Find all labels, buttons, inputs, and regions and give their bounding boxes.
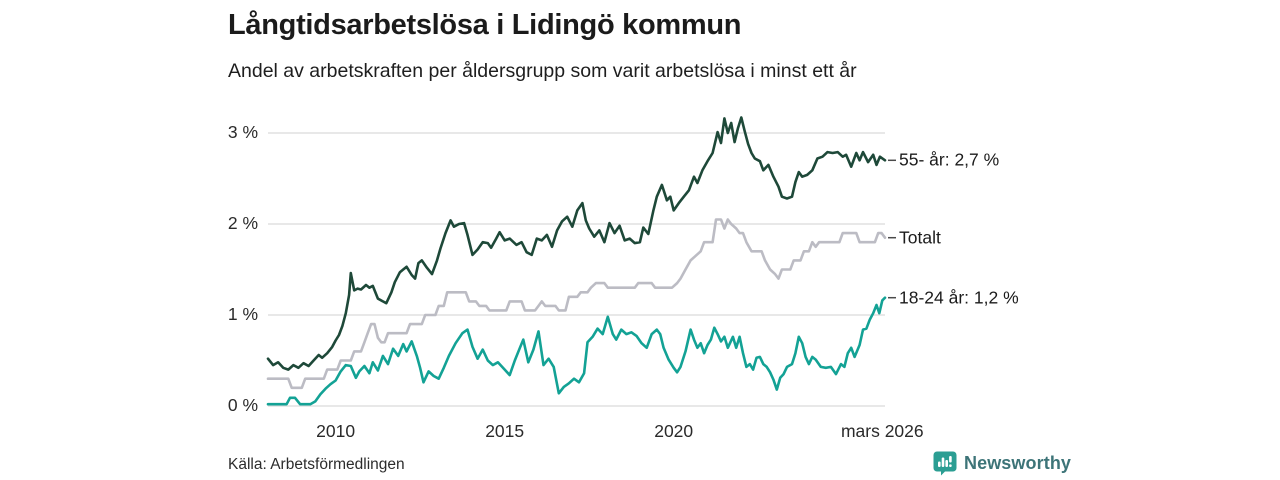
y-axis-tick-label: 0 %	[227, 395, 258, 416]
y-axis-tick-label: 3 %	[227, 122, 258, 143]
bar-chart-speech-bubble-icon	[933, 451, 957, 476]
source-note: Källa: Arbetsförmedlingen	[228, 456, 405, 473]
series-end-label-totalt: Totalt	[899, 227, 941, 248]
chart-subtitle: Andel av arbetskraften per åldersgrupp s…	[228, 60, 857, 82]
x-axis-tick-label: mars 2026	[840, 421, 924, 441]
series-end-label-18-24-ar: 18-24 år: 1,2 %	[899, 287, 1019, 308]
x-axis-tick-label: 2015	[485, 421, 525, 441]
newsworthy-logo: Newsworthy	[933, 451, 1071, 476]
newsworthy-logo-text: Newsworthy	[964, 453, 1072, 473]
x-axis-tick-label: 2010	[316, 421, 356, 441]
series-line-55- år	[266, 116, 887, 371]
series-line-18-24 år	[266, 296, 887, 406]
chart-title: Långtidsarbetslösa i Lidingö kommun	[228, 9, 742, 41]
y-axis-tick-label: 1 %	[227, 304, 258, 325]
series-end-label-55-ar: 55- år: 2,7 %	[899, 149, 1000, 170]
series-line-Totalt	[266, 218, 887, 390]
y-axis-tick-label: 2 %	[227, 213, 258, 234]
x-axis-tick-label: 2020	[654, 421, 694, 441]
